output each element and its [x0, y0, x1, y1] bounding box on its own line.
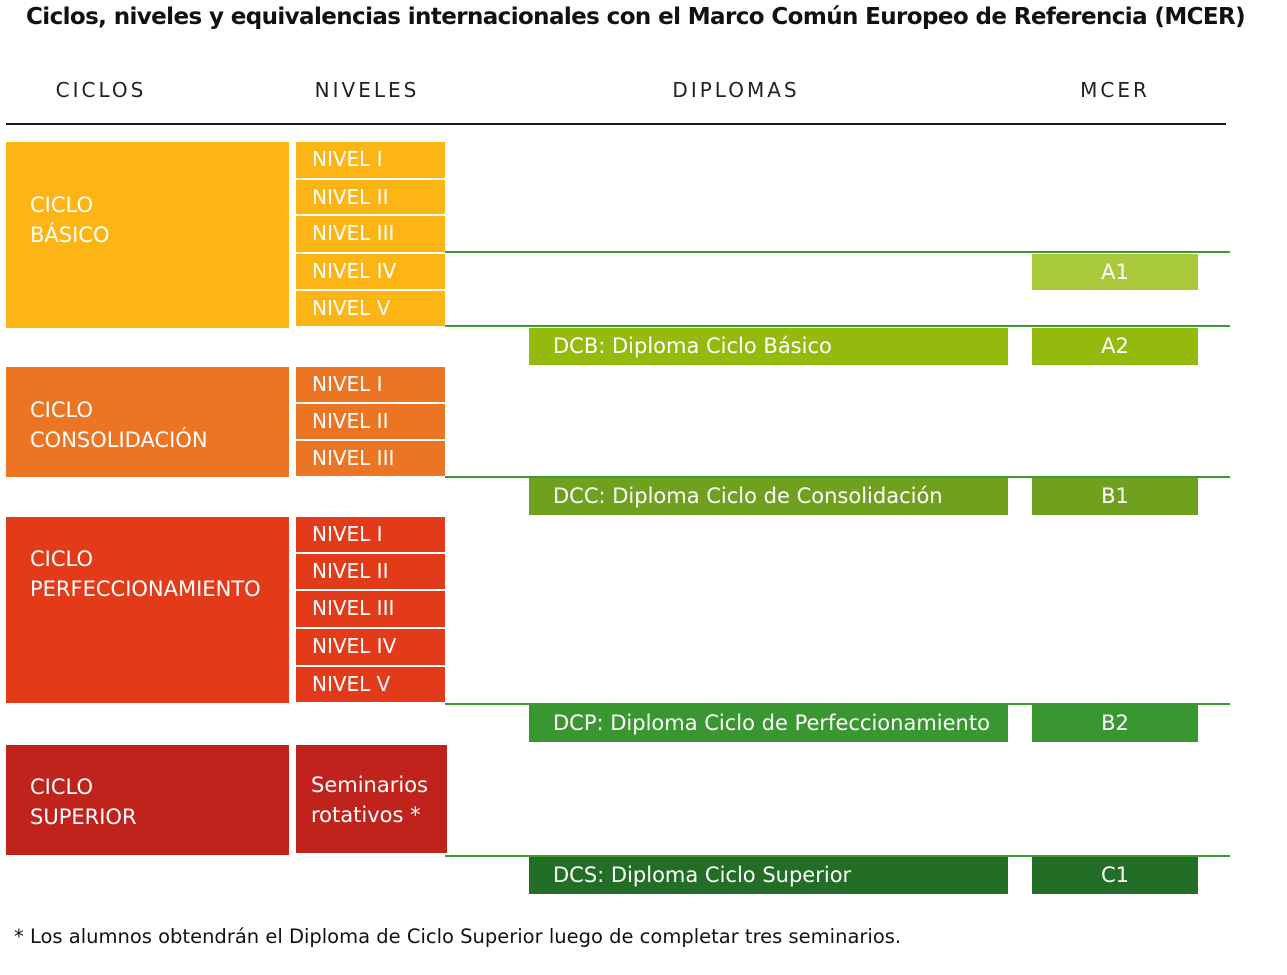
- ciclo-label: SUPERIOR: [30, 805, 137, 829]
- header-mcer: MCER: [1080, 78, 1150, 102]
- nivel-cell: NIVEL II: [296, 554, 445, 589]
- ciclo-label: CICLO: [30, 398, 93, 422]
- nivel-cell: NIVEL IV: [296, 254, 445, 289]
- ciclo-consolidacion: CICLO CONSOLIDACIÓN: [6, 367, 289, 477]
- nivel-cell: NIVEL V: [296, 291, 445, 326]
- header-niveles: NIVELES: [314, 78, 420, 102]
- level-divider: [445, 703, 1230, 705]
- ciclo-label: CONSOLIDACIÓN: [30, 428, 208, 452]
- page-title: Ciclos, niveles y equivalencias internac…: [26, 4, 1246, 30]
- mcer-a2: A2: [1032, 328, 1198, 365]
- nivel-cell: NIVEL II: [296, 180, 445, 214]
- level-divider: [445, 251, 1230, 253]
- level-divider: [445, 855, 1230, 857]
- nivel-cell: NIVEL III: [296, 591, 445, 627]
- ciclo-label: PERFECCIONAMIENTO: [30, 577, 261, 601]
- mcer-c1: C1: [1032, 857, 1198, 894]
- seminarios-label: rotativos *: [311, 803, 421, 827]
- footnote: * Los alumnos obtendrán el Diploma de Ci…: [14, 925, 902, 948]
- nivel-cell: NIVEL I: [296, 142, 445, 178]
- level-divider: [445, 325, 1230, 327]
- nivel-cell: NIVEL II: [296, 404, 445, 439]
- nivel-cell: NIVEL V: [296, 667, 445, 702]
- seminarios-label: Seminarios: [311, 773, 428, 797]
- mcer-b1: B1: [1032, 478, 1198, 515]
- mcer-a1: A1: [1032, 254, 1198, 290]
- ciclo-label: BÁSICO: [30, 223, 110, 247]
- level-divider: [445, 476, 1230, 478]
- nivel-cell: NIVEL III: [296, 441, 445, 476]
- nivel-cell: NIVEL IV: [296, 629, 445, 665]
- diploma-dcc: DCC: Diploma Ciclo de Consolidación: [529, 478, 1008, 515]
- nivel-cell: NIVEL III: [296, 216, 445, 252]
- ciclo-label: CICLO: [30, 775, 93, 799]
- diploma-dcb: DCB: Diploma Ciclo Básico: [529, 328, 1008, 365]
- ciclo-perfeccionamiento: CICLO PERFECCIONAMIENTO: [6, 517, 289, 703]
- header-ciclos: CICLOS: [55, 78, 147, 102]
- ciclo-label: CICLO: [30, 547, 93, 571]
- nivel-cell: NIVEL I: [296, 517, 445, 552]
- nivel-cell: NIVEL I: [296, 367, 445, 402]
- diploma-dcs: DCS: Diploma Ciclo Superior: [529, 857, 1008, 894]
- ciclo-basico: CICLO BÁSICO: [6, 142, 289, 328]
- mcer-b2: B2: [1032, 705, 1198, 742]
- header-divider: [6, 123, 1226, 125]
- header-diplomas: DIPLOMAS: [672, 78, 800, 102]
- seminarios-cell: Seminarios rotativos *: [296, 745, 447, 853]
- ciclo-superior: CICLO SUPERIOR: [6, 745, 289, 855]
- ciclo-label: CICLO: [30, 193, 93, 217]
- diploma-dcp: DCP: Diploma Ciclo de Perfeccionamiento: [529, 705, 1008, 742]
